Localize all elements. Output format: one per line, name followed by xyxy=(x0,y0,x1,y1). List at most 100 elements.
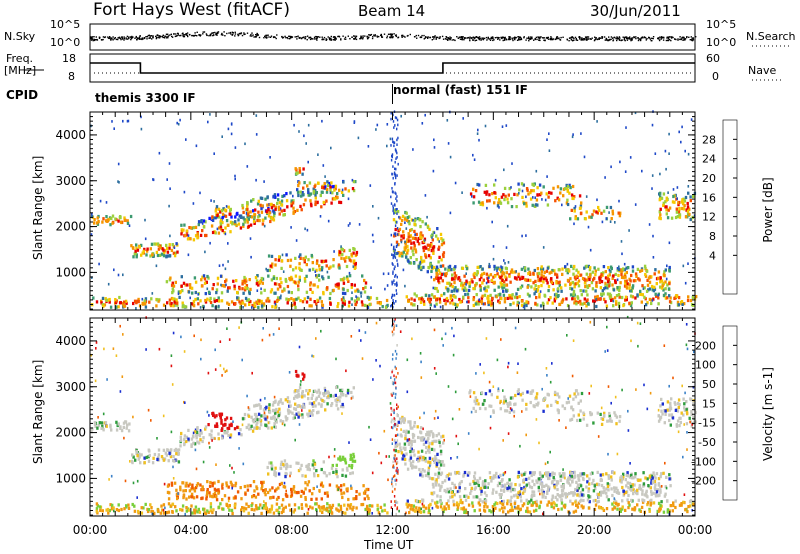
power-noise-cell xyxy=(595,297,597,301)
velocity-cell xyxy=(278,506,281,510)
power-cell xyxy=(420,236,423,240)
velocity-cell xyxy=(90,428,93,433)
power-cell xyxy=(243,281,247,285)
velocity-cell xyxy=(316,411,319,415)
power-cell xyxy=(631,286,634,290)
velocity-cell xyxy=(247,407,251,411)
noise-point xyxy=(533,39,535,41)
velocity-cell xyxy=(172,454,175,459)
velocity-cell xyxy=(271,486,274,490)
velocity-cell xyxy=(401,417,405,421)
power-noise-cell xyxy=(657,293,659,297)
power-cell xyxy=(432,230,435,234)
power-noise-cell xyxy=(372,205,374,208)
power-cell xyxy=(293,210,297,214)
power-cell xyxy=(432,249,435,253)
velocity-cell xyxy=(491,505,495,509)
velocity-cell xyxy=(660,500,663,504)
power-cell xyxy=(550,280,554,284)
power-cell xyxy=(499,281,502,285)
power-cell xyxy=(484,183,488,187)
velocity-cell xyxy=(510,505,514,509)
noise-point xyxy=(146,36,148,38)
power-cell xyxy=(659,276,662,280)
power-cell xyxy=(595,210,598,214)
noise-point xyxy=(103,36,106,39)
velocity-cell xyxy=(346,391,350,395)
power-cell xyxy=(335,284,338,288)
power-noise-cell xyxy=(246,165,249,168)
noise-point xyxy=(353,35,355,37)
power-cell xyxy=(394,220,398,224)
power-cell xyxy=(337,302,340,306)
power-cell xyxy=(132,301,135,306)
velocity-cell xyxy=(227,433,230,437)
freq-label: Freq. xyxy=(6,52,34,65)
power-noise-cell xyxy=(623,262,626,266)
power-cell xyxy=(132,255,135,259)
noise-point xyxy=(330,39,333,41)
velocity-cell xyxy=(182,496,185,500)
column-cell xyxy=(394,124,396,127)
power-cell xyxy=(440,272,443,276)
power-noise-cell xyxy=(122,273,124,277)
velocity-cell xyxy=(299,494,303,498)
power-cell xyxy=(442,251,446,255)
power-cell xyxy=(135,243,138,247)
velocity-cell xyxy=(336,475,339,479)
noise-point xyxy=(313,36,316,38)
power-cell xyxy=(282,213,285,217)
noise-point xyxy=(145,36,147,38)
noise-point xyxy=(309,36,312,38)
power-cell xyxy=(226,301,229,305)
velocity-cell xyxy=(167,459,170,463)
power-cell xyxy=(330,181,333,185)
velocity-cell xyxy=(435,504,438,508)
strip-layer xyxy=(24,23,790,104)
velocity-cell xyxy=(289,508,292,512)
velocity-cell xyxy=(246,488,250,492)
power-cell xyxy=(536,275,540,279)
noise-point xyxy=(431,39,433,41)
noise-point xyxy=(194,32,196,34)
power-cell xyxy=(268,299,271,303)
velocity-cell xyxy=(413,465,416,469)
velocity-cell xyxy=(427,506,430,510)
velocity-cell xyxy=(167,497,171,501)
velocity-cell xyxy=(247,423,250,427)
power-cell xyxy=(537,271,541,275)
power-cell xyxy=(570,208,573,212)
power-cell xyxy=(221,221,224,225)
noise-point xyxy=(541,37,544,39)
noise-point xyxy=(394,34,397,37)
noise-point xyxy=(585,39,588,41)
velocity-cell xyxy=(209,509,212,513)
velocity-cell xyxy=(254,504,258,508)
noise-point xyxy=(96,39,99,41)
noise-point xyxy=(477,36,480,39)
velocity-cell xyxy=(151,510,155,514)
power-cell xyxy=(300,268,303,272)
power-cell xyxy=(165,280,169,284)
power-cell xyxy=(232,279,235,283)
power-cell xyxy=(340,190,344,194)
noise-point xyxy=(90,36,92,38)
power-cell xyxy=(618,295,621,299)
noise-point xyxy=(426,36,428,39)
power-cell xyxy=(333,188,336,192)
power-noise-cell xyxy=(419,260,422,264)
power-noise-cell xyxy=(544,198,547,202)
velocity-cell xyxy=(221,498,224,502)
power-noise-cell xyxy=(282,270,285,273)
power-cell xyxy=(479,286,482,290)
noise-point xyxy=(155,36,158,39)
power-noise-cell xyxy=(433,138,435,142)
noise-point xyxy=(475,39,478,41)
power-cell xyxy=(673,296,676,300)
noise-point xyxy=(170,33,172,35)
velocity-cell xyxy=(247,504,250,509)
power-noise-cell xyxy=(255,133,258,136)
noise-point xyxy=(579,36,581,39)
velocity-cell xyxy=(687,505,690,509)
noise-point xyxy=(608,36,610,38)
